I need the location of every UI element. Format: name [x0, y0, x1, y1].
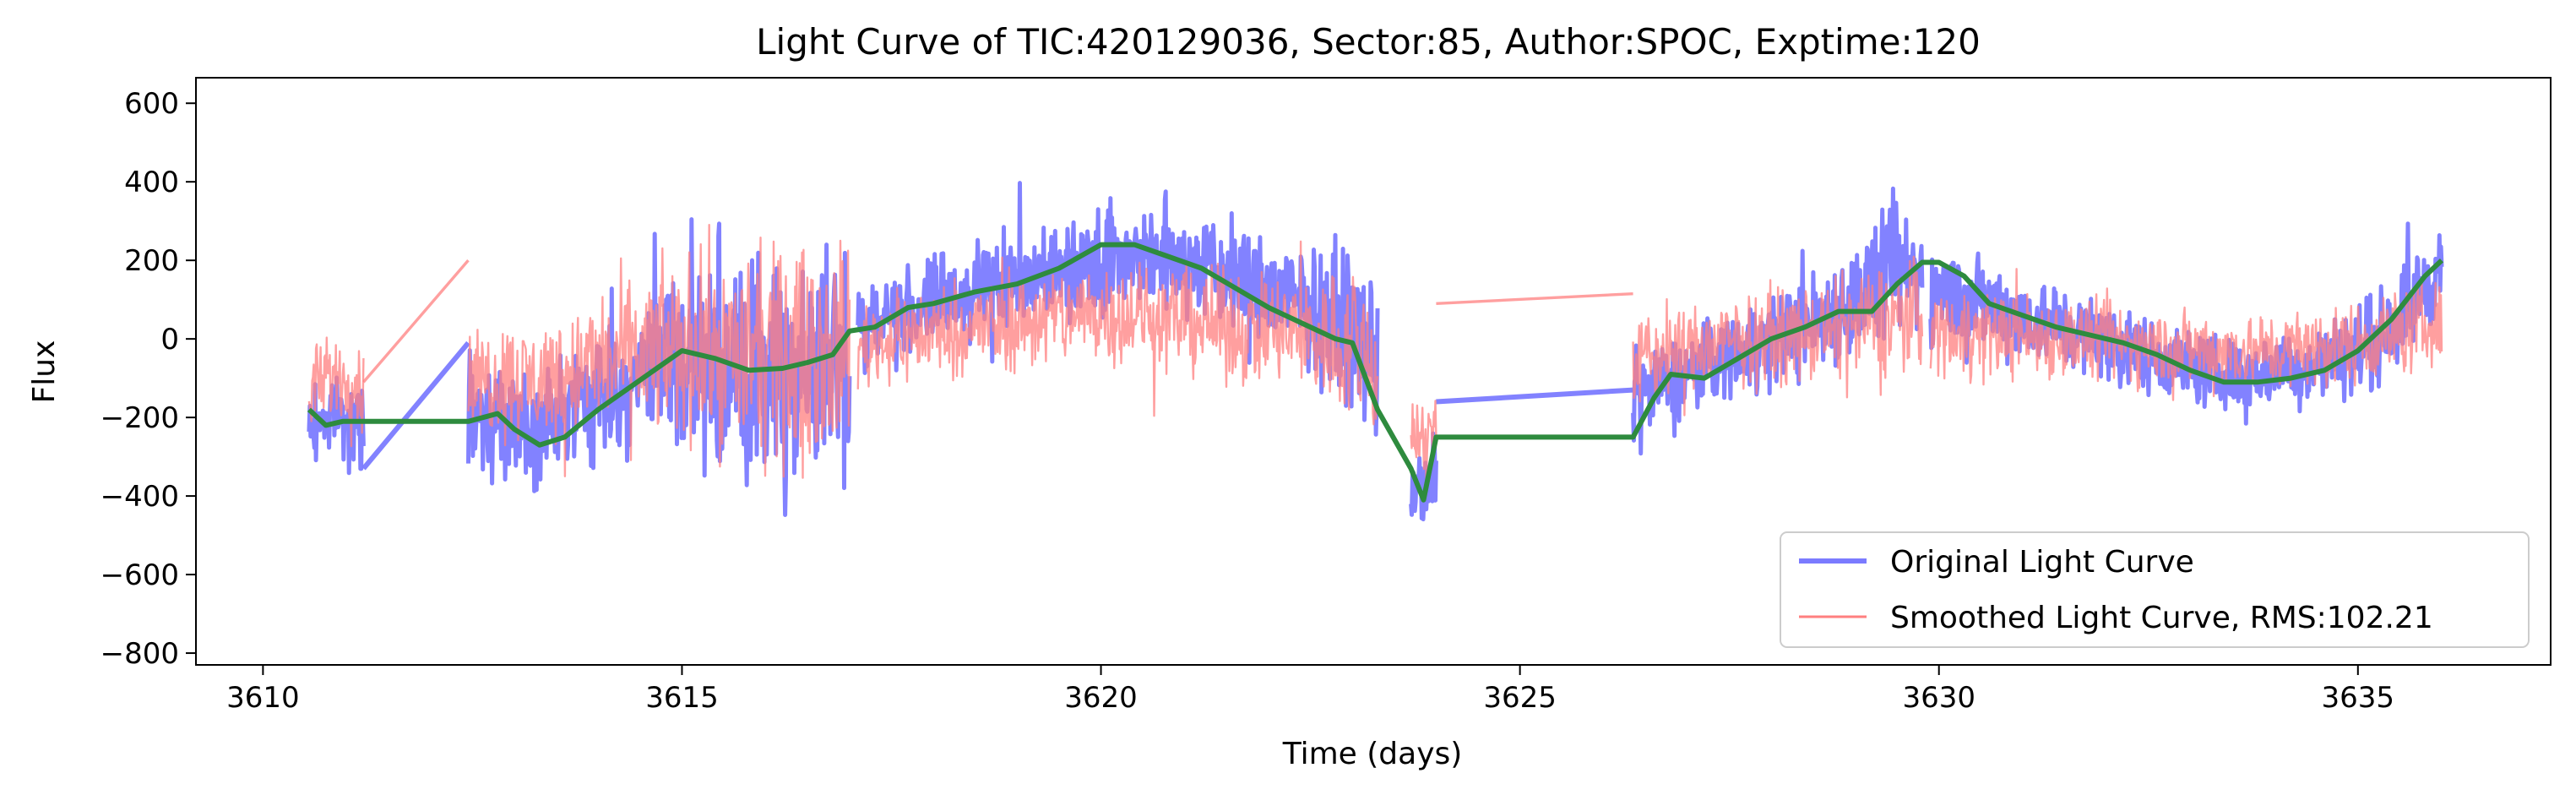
legend-label-smoothed: Smoothed Light Curve, RMS:102.21 — [1890, 601, 2433, 635]
original-curve-connector-0 — [361, 340, 470, 471]
smoothed-curve-connector-0 — [362, 259, 470, 384]
y-tick-label: −800 — [101, 637, 179, 671]
x-tick-label: 3625 — [1483, 681, 1557, 715]
smoothed-curve-segment-4 — [1632, 255, 1924, 417]
y-axis-label: Flux — [27, 340, 62, 404]
original-curve-segment-3 — [1409, 431, 1438, 522]
y-tick-label: −200 — [101, 401, 179, 435]
x-tick-label: 3630 — [1902, 681, 1975, 715]
x-tick-label: 3620 — [1064, 681, 1138, 715]
x-axis: 3610 3615 3620 3625 3630 3635 — [226, 665, 2394, 715]
smoothed-curve-segment-1 — [467, 224, 851, 479]
plot-frame — [195, 77, 2552, 666]
x-tick-label: 3615 — [645, 681, 719, 715]
y-tick-label: 400 — [124, 166, 179, 199]
legend-box — [1780, 531, 2530, 648]
x-axis-label: Time (days) — [1282, 737, 1463, 771]
x-tick-label: 3635 — [2322, 681, 2395, 715]
smoothed-curve-segment-0 — [307, 336, 365, 448]
y-tick-label: −400 — [101, 480, 179, 514]
chart-title: Light Curve of TIC:420129036, Sector:85,… — [756, 21, 1981, 63]
y-tick-label: −600 — [101, 558, 179, 592]
legend-label-original: Original Light Curve — [1890, 545, 2194, 580]
y-tick-label: 600 — [124, 87, 179, 121]
x-tick-label: 3610 — [226, 681, 300, 715]
smoothed-curve-connector-1 — [1436, 291, 1633, 306]
smoothed-curve-segment-3 — [1410, 400, 1437, 487]
y-tick-label: 200 — [124, 244, 179, 278]
y-axis: −800 −600 −400 −200 0 200 400 600 — [101, 87, 196, 671]
trend-line — [307, 242, 2444, 503]
legend: Original Light Curve Smoothed Light Curv… — [1780, 531, 2530, 648]
original-curve-connector-1 — [1436, 387, 1633, 405]
series-layer — [307, 181, 2444, 522]
y-tick-label: 0 — [160, 323, 179, 357]
